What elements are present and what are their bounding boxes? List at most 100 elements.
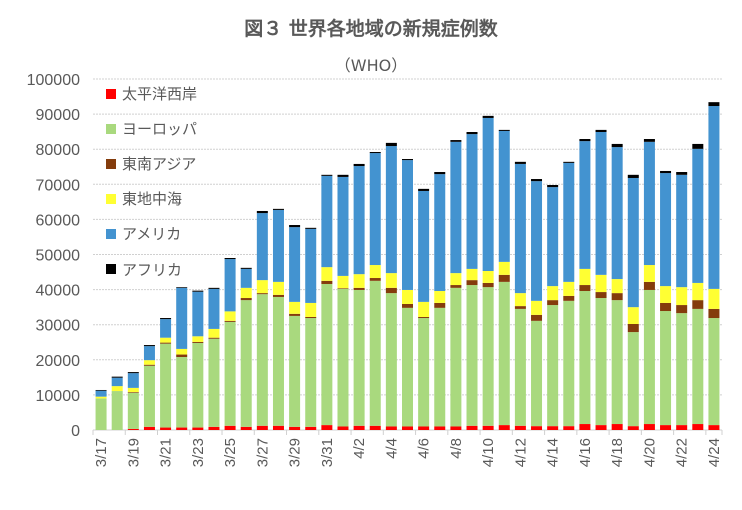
bar-segment <box>402 303 413 308</box>
bar-segment <box>176 354 188 357</box>
bar-segment <box>240 268 252 288</box>
bar-segment <box>143 426 155 430</box>
bar-segment <box>547 185 559 188</box>
bar-segment <box>305 228 317 303</box>
bar-segment <box>272 294 284 297</box>
bar-segment <box>418 316 430 319</box>
bar-segment <box>353 274 365 288</box>
bar-segment <box>595 132 607 275</box>
bar-segment <box>418 318 430 427</box>
legend-label: 東南アジア <box>122 155 197 174</box>
x-tick-label: 4/18 <box>609 438 626 467</box>
bar-segment <box>643 141 655 266</box>
bar-segment <box>272 209 284 282</box>
bar-segment <box>482 425 494 430</box>
x-tick-label: 4/14 <box>545 438 562 467</box>
bar-segment <box>256 210 268 214</box>
bar-segment <box>385 273 397 288</box>
bar-segment <box>95 390 107 397</box>
bar-segment <box>466 134 478 269</box>
bar-segment <box>627 332 639 427</box>
bar-segment <box>224 320 236 322</box>
bar-segment <box>305 316 317 319</box>
bar-segment <box>176 287 188 349</box>
bar-segment <box>337 275 349 289</box>
bar-segment <box>208 288 220 329</box>
bar-segment <box>627 177 639 308</box>
bar-segment <box>143 364 155 366</box>
x-tick-label: 4/6 <box>416 438 433 459</box>
bar-segment <box>111 376 123 378</box>
bar-segment <box>176 287 188 288</box>
bar-segment <box>482 270 494 283</box>
bar-segment <box>321 280 333 284</box>
bar-segment <box>514 425 526 430</box>
bar-segment <box>176 427 188 430</box>
bar-segment <box>224 425 236 430</box>
bar-segment <box>402 426 413 430</box>
bar-segment <box>676 172 688 175</box>
bar-segment <box>143 345 155 347</box>
legend-swatch <box>106 123 116 134</box>
bar-segment <box>321 425 333 430</box>
bar-segment <box>498 274 510 282</box>
bar-segment <box>353 166 365 275</box>
bar-segment <box>353 287 365 290</box>
bar-segment <box>305 227 317 229</box>
y-tick-label: 80000 <box>36 142 81 159</box>
x-tick-label: 4/2 <box>351 438 368 459</box>
bar-segment <box>579 268 591 286</box>
bar-segment <box>337 426 349 430</box>
bar-segment <box>224 321 236 426</box>
bar-segment <box>627 323 639 333</box>
bar-segment <box>466 425 478 430</box>
bar-segment <box>385 293 397 427</box>
bar-segment <box>450 141 462 274</box>
bar-segment <box>563 161 575 163</box>
bar-segment <box>418 426 430 430</box>
bar-segment <box>514 308 526 426</box>
x-tick-label: 3/21 <box>158 438 175 467</box>
bar-segment <box>531 181 543 301</box>
y-tick-label: 50000 <box>36 248 81 265</box>
bar-segment <box>579 141 591 269</box>
y-tick-label: 90000 <box>36 107 81 124</box>
bar-segment <box>434 426 446 430</box>
legend-label: ヨーロッパ <box>122 120 198 139</box>
bar-segment <box>531 426 543 430</box>
legend-swatch <box>106 158 116 169</box>
bar-segment <box>127 373 139 388</box>
legend-item: 太平洋西岸 <box>106 76 197 111</box>
bar-segment <box>563 426 575 430</box>
bar-segment <box>305 426 317 430</box>
legend: 太平洋西岸 ヨーロッパ 東南アジア 東地中海 アメリカ アフリカ <box>106 76 197 287</box>
bar-segment <box>224 258 236 260</box>
bar-segment <box>514 161 526 164</box>
bar-segment <box>192 341 204 343</box>
bar-segment <box>434 172 446 175</box>
bar-segment <box>450 285 462 288</box>
bar-segment <box>305 318 317 427</box>
bar-segment <box>385 287 397 294</box>
bar-segment <box>482 115 494 118</box>
bar-segment <box>127 428 139 430</box>
bar-segment <box>563 162 575 282</box>
bar-segment <box>289 301 301 314</box>
bar-segment <box>160 319 172 338</box>
bar-segment <box>272 296 284 426</box>
bar-segment <box>176 348 188 355</box>
bar-segment <box>95 398 107 430</box>
legend-swatch <box>106 88 116 99</box>
legend-item: ヨーロッパ <box>106 111 197 146</box>
bar-segment <box>192 342 204 428</box>
bar-segment <box>95 389 107 391</box>
bar-segment <box>563 300 575 427</box>
bar-segment <box>643 139 655 142</box>
chart-subtitle: （WHO） <box>334 56 408 75</box>
bar-segment <box>418 190 430 302</box>
x-tick-label: 3/23 <box>190 438 207 467</box>
bar-segment <box>643 281 655 290</box>
bar-segment <box>208 338 220 427</box>
bar-segment <box>595 292 607 299</box>
bar-segment <box>385 142 397 147</box>
